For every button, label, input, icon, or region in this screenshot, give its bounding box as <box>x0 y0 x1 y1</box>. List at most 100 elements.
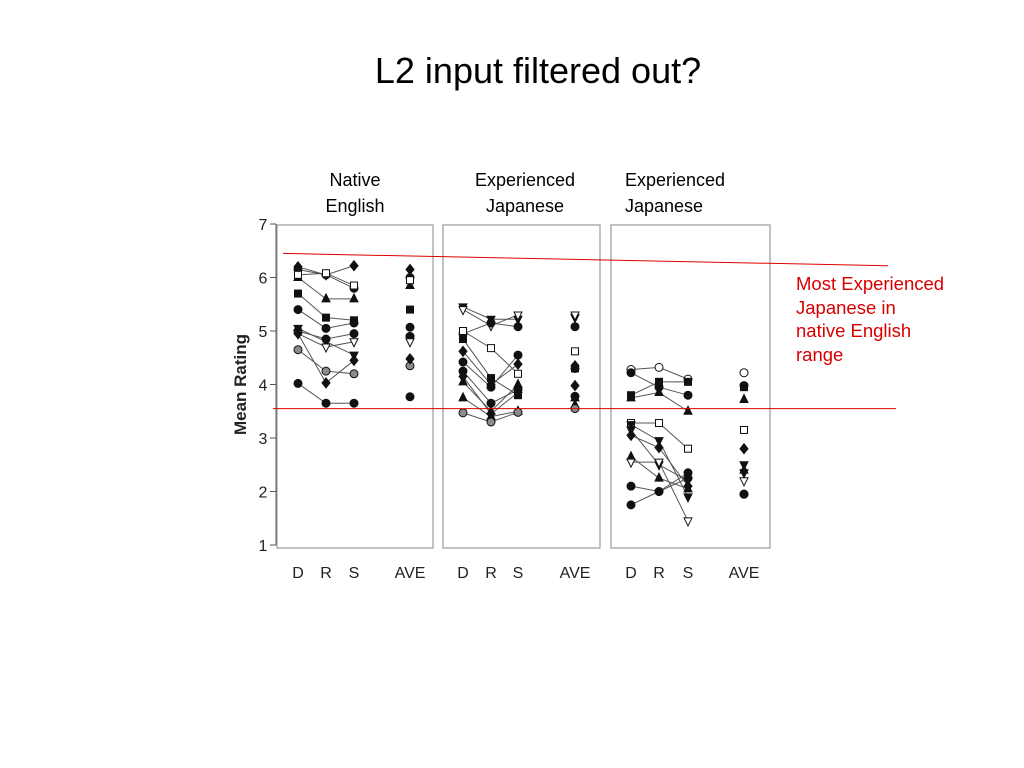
diamond-marker <box>654 441 664 454</box>
panel-title: Experienced Japanese <box>625 170 725 216</box>
triangle-down-marker <box>513 311 523 322</box>
subject-line <box>462 330 519 375</box>
panel-title: Native English <box>325 170 384 216</box>
square-marker <box>655 419 663 428</box>
circle-marker <box>739 489 749 499</box>
triangle-up-marker <box>683 405 693 415</box>
triangle-up-marker <box>458 391 468 402</box>
circle-marker <box>458 408 468 418</box>
triangle-down-marker <box>626 458 636 469</box>
square-marker <box>294 289 302 298</box>
circle-marker <box>570 363 580 373</box>
diamond-marker <box>739 442 749 455</box>
square-marker <box>655 377 663 386</box>
triangle-up-marker <box>321 292 331 303</box>
y-tick-label: 4 <box>259 378 268 395</box>
square-marker <box>684 377 692 386</box>
square-marker <box>406 276 414 285</box>
y-axis-title: Mean Rating <box>231 334 250 435</box>
square-marker <box>740 383 748 392</box>
triangle-down-marker <box>405 338 415 348</box>
category-label-ave: AVE <box>560 565 591 582</box>
circle-marker <box>513 350 523 360</box>
triangle-up-marker <box>405 279 415 290</box>
y-tick-label: 7 <box>259 217 268 234</box>
square-marker <box>406 305 414 314</box>
triangle-up-marker <box>626 391 636 402</box>
circle-marker <box>293 305 303 315</box>
triangle-down-marker <box>739 469 749 479</box>
triangle-down-marker <box>570 311 580 322</box>
circle-marker <box>349 398 359 408</box>
diamond-marker <box>513 358 523 370</box>
diamond-marker <box>405 353 415 365</box>
diamond-marker <box>349 259 359 272</box>
triangle-down-marker <box>321 343 331 354</box>
category-label-ave: AVE <box>395 565 426 582</box>
circle-marker <box>405 392 415 402</box>
triangle-up-marker <box>654 386 664 397</box>
category-label-r: R <box>320 565 332 582</box>
y-tick-label: 1 <box>259 538 268 555</box>
panel-1: Native English D R S AVE <box>276 170 434 582</box>
triangle-down-marker <box>654 458 664 469</box>
panel-title-line: Experienced <box>475 170 575 190</box>
category-label-ave: AVE <box>729 565 760 582</box>
panel-title: Experienced Japanese <box>475 170 575 216</box>
circle-marker <box>349 329 359 339</box>
category-label-d: D <box>625 565 637 582</box>
square-marker <box>514 369 522 378</box>
diamond-marker <box>321 377 331 389</box>
square-marker <box>740 425 748 434</box>
circle-marker <box>321 334 331 344</box>
category-label-s: S <box>349 565 360 582</box>
triangle-up-marker <box>739 393 749 403</box>
diamond-marker <box>513 386 523 399</box>
circle-marker <box>349 369 359 379</box>
circle-marker <box>683 473 693 483</box>
circle-marker <box>626 481 636 491</box>
diamond-marker <box>349 354 359 367</box>
circle-marker <box>513 322 523 332</box>
triangle-down-marker <box>626 421 636 431</box>
circle-marker <box>405 322 415 332</box>
circle-marker <box>293 378 303 388</box>
circle-marker <box>654 487 664 496</box>
y-tick-label: 2 <box>259 485 268 502</box>
panel-title-line: Japanese <box>625 196 703 216</box>
circle-marker <box>570 322 580 332</box>
square-marker <box>322 313 330 322</box>
square-marker <box>571 347 579 356</box>
circle-marker <box>739 368 749 378</box>
circle-marker <box>486 382 496 392</box>
category-label-s: S <box>683 565 694 582</box>
circle-marker <box>683 390 693 400</box>
circle-marker <box>513 407 523 417</box>
panel-frame <box>276 224 434 549</box>
panel-title-line: Native <box>329 170 380 190</box>
triangle-down-marker <box>458 306 468 316</box>
diamond-marker <box>626 429 636 442</box>
reference-line <box>282 252 889 267</box>
y-tick-label: 6 <box>259 271 268 288</box>
circle-marker <box>486 318 496 328</box>
square-marker <box>459 327 467 335</box>
triangle-down-marker <box>739 477 749 487</box>
circle-marker <box>654 362 664 372</box>
circle-marker <box>626 368 636 378</box>
annotation-text: Most Experienced Japanese in native Engl… <box>796 273 945 365</box>
triangle-down-marker <box>683 493 693 503</box>
category-label-d: D <box>457 565 469 582</box>
square-marker <box>459 335 467 344</box>
diamond-marker <box>293 327 303 340</box>
circle-marker <box>321 398 331 408</box>
triangle-down-marker <box>654 437 664 447</box>
square-marker <box>322 269 330 278</box>
slide-title: L2 input filtered out? <box>374 50 702 91</box>
panel-frame <box>442 224 601 549</box>
circle-marker <box>626 500 636 510</box>
triangle-down-marker <box>349 338 359 348</box>
category-label-r: R <box>485 565 497 582</box>
panel-title-line: Experienced <box>625 170 725 190</box>
triangle-up-marker <box>654 472 664 482</box>
